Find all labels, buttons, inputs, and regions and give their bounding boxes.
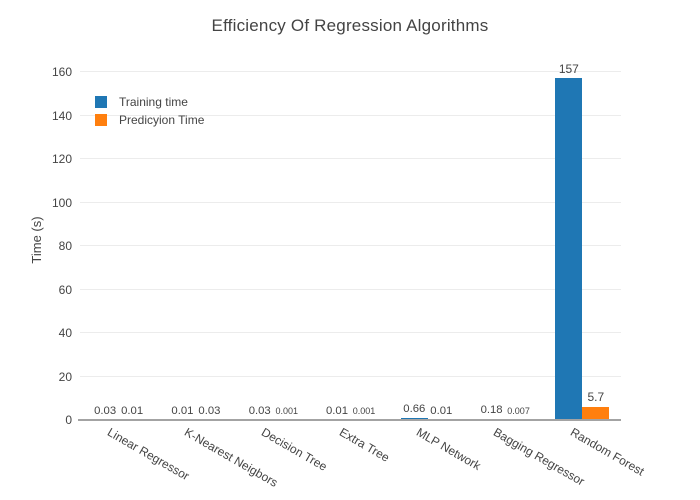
gridline <box>80 288 621 290</box>
legend-swatch-prediction-time <box>95 114 107 126</box>
y-tick-label: 60 <box>58 282 72 297</box>
bar-value-label: 0.01 <box>326 404 348 417</box>
bar-prediction-time[interactable] <box>582 406 610 419</box>
gridline <box>80 114 621 116</box>
x-tick-label: Random Forest <box>568 425 647 479</box>
legend-item-training-time[interactable]: Training time <box>95 93 204 111</box>
bar-training-time[interactable] <box>555 78 583 419</box>
bar-value-label: 0.18 <box>480 404 503 417</box>
y-tick-label: 80 <box>58 239 72 254</box>
y-tick-label: 160 <box>51 65 72 80</box>
legend-item-prediction-time[interactable]: Predicyion Time <box>95 111 204 129</box>
x-axis-line <box>78 419 621 421</box>
gridline <box>80 71 621 73</box>
bar-value-label: 0.03 <box>198 404 221 417</box>
y-tick-label: 140 <box>51 108 72 123</box>
x-tick-label: Extra Tree <box>336 425 392 465</box>
y-tick-label: 0 <box>65 413 72 427</box>
bar-value-label: 0.01 <box>171 404 194 417</box>
bar-value-label: 157 <box>558 61 579 76</box>
bar-value-label: 0.007 <box>507 406 530 417</box>
gridline <box>80 332 621 334</box>
bar-value-label: 0.01 <box>430 404 453 417</box>
plot-area: 0.03 0.01 0.01 0.03 0.03 0.001 0.01 0.001 0.66 0.… <box>78 60 621 421</box>
bar-value-label: 5.7 <box>587 390 605 405</box>
y-tick-label: 40 <box>58 326 72 341</box>
bar-value-label: 0.01 <box>121 404 144 417</box>
legend-label-training-time: Training time <box>119 95 188 109</box>
bar-training-time[interactable] <box>400 417 428 419</box>
bar-value-label: 0.001 <box>275 406 298 417</box>
bar-value-label: 0.66 <box>403 403 426 416</box>
x-tick-label: Linear Regressor <box>104 425 192 484</box>
legend-label-prediction-time: Predicyion Time <box>119 113 205 127</box>
gridline <box>80 245 621 247</box>
bar-value-label: 0.03 <box>248 404 271 417</box>
gridline <box>80 201 621 203</box>
legend-swatch-training-time <box>95 96 107 108</box>
x-tick-label: MLP Network <box>413 425 483 474</box>
legend: Training time Predicyion Time <box>95 93 204 129</box>
x-tick-label: Decision Tree <box>259 425 330 474</box>
chart-title: Efficiency Of Regression Algorithms <box>211 16 489 35</box>
bar-value-label: 0.03 <box>94 404 117 417</box>
gridline <box>80 158 621 160</box>
y-tick-label: 20 <box>58 369 72 384</box>
gridline <box>80 375 621 377</box>
bar-value-label: 0.001 <box>352 406 376 417</box>
y-tick-label: 100 <box>51 195 72 210</box>
y-tick-label: 120 <box>51 152 72 167</box>
